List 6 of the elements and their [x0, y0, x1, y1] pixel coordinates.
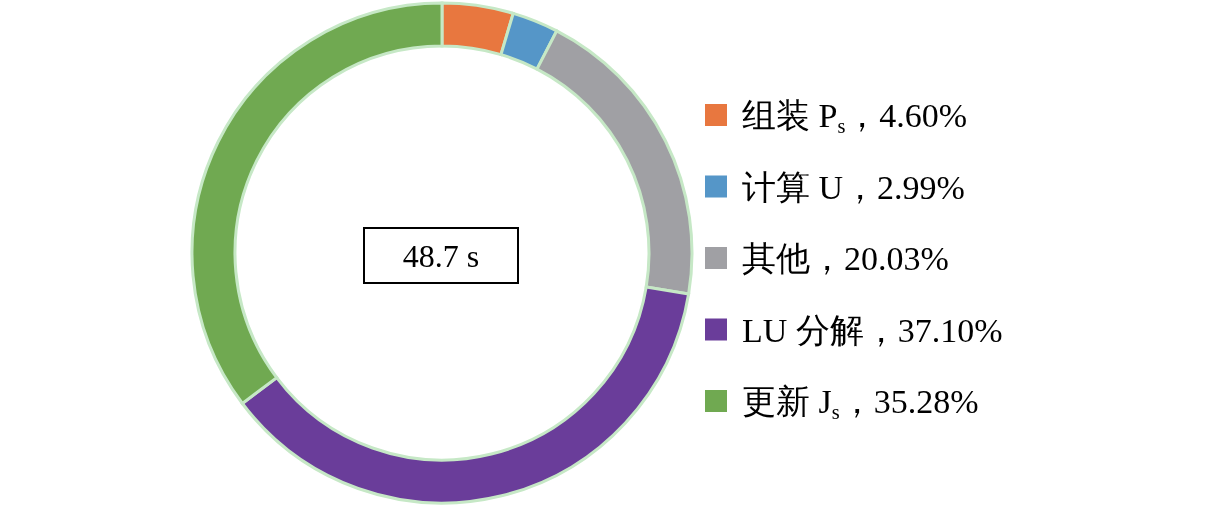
- legend-label: 更新 J$_{s}$，35.28%: [742, 382, 979, 423]
- legend-label: 其他，20.03%: [742, 239, 949, 277]
- legend-label: 计算 U，2.99%: [742, 168, 965, 205]
- legend-label: LU 分解，37.10%: [742, 311, 1003, 348]
- text: 48.7 s: [402, 238, 480, 274]
- legend-label: 组装 P$_{s}$，4.60%: [742, 96, 968, 137]
